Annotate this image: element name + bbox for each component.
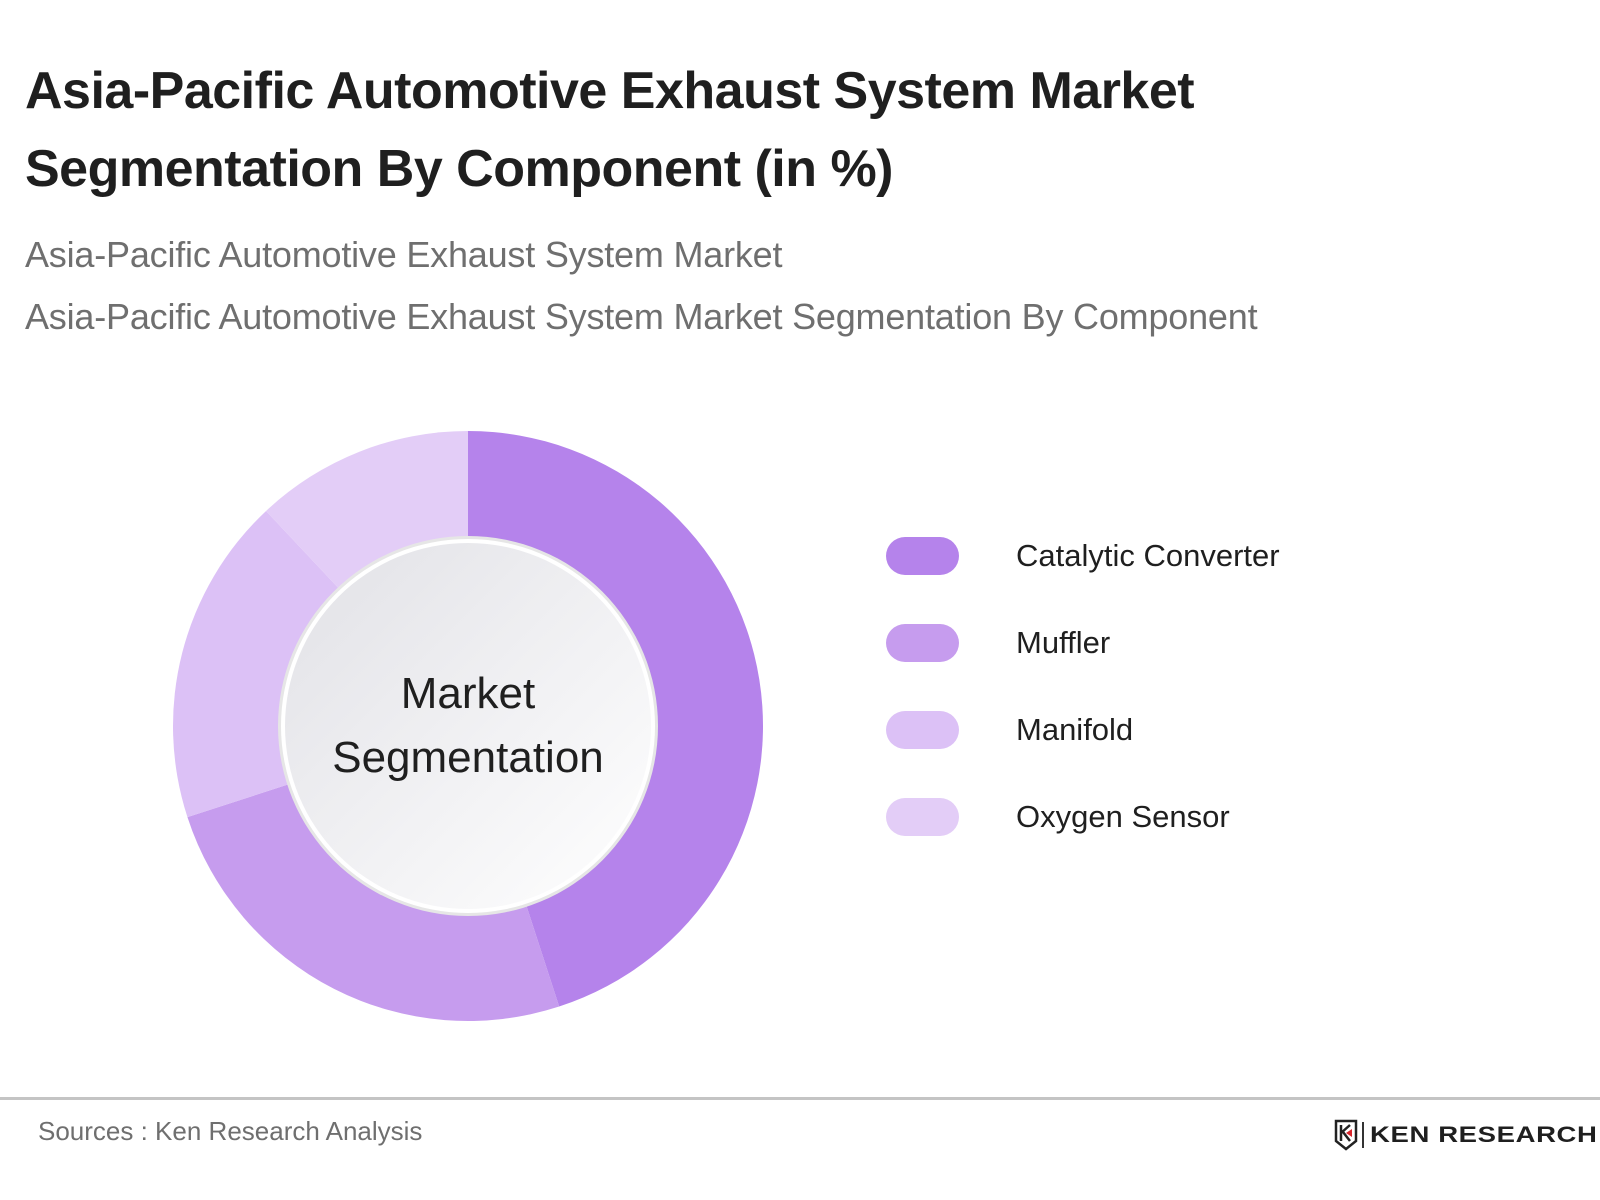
- logo-divider: [1362, 1122, 1364, 1148]
- ken-research-k-shield-icon: [1334, 1119, 1358, 1151]
- legend-item-manifold[interactable]: Manifold: [886, 711, 1486, 751]
- center-label-line2: Segmentation: [332, 733, 604, 782]
- chart-subtitle-segmentation: Asia-Pacific Automotive Exhaust System M…: [25, 296, 1258, 337]
- legend-label: Oxygen Sensor: [1016, 799, 1230, 834]
- center-label-line1: Market: [400, 669, 536, 718]
- legend-item-oxygen-sensor[interactable]: Oxygen Sensor: [886, 798, 1486, 838]
- legend-label: Muffler: [1016, 625, 1111, 660]
- legend-swatch: [886, 798, 959, 836]
- chart-subtitle-market: Asia-Pacific Automotive Exhaust System M…: [25, 234, 783, 275]
- legend-swatch: [886, 711, 959, 749]
- legend-label: Catalytic Converter: [1016, 538, 1280, 573]
- donut-center-label: Market Segmentation: [318, 662, 618, 790]
- logo-text: KEN RESEARCH: [1370, 1122, 1598, 1147]
- chart-title: Asia-Pacific Automotive Exhaust System M…: [25, 62, 1195, 198]
- inner-circle: [285, 543, 651, 909]
- legend-swatch: [886, 537, 959, 575]
- legend-swatch: [886, 624, 959, 662]
- donut-chart: [172, 431, 763, 1021]
- legend-item-catalytic-converter[interactable]: Catalytic Converter: [886, 537, 1486, 577]
- ken-research-logo: KEN RESEARCH: [1334, 1119, 1597, 1151]
- source-note: Sources : Ken Research Analysis: [38, 1116, 423, 1146]
- legend-label: Manifold: [1016, 712, 1134, 747]
- footer-divider: [0, 1097, 1600, 1100]
- legend-item-muffler[interactable]: Muffler: [886, 624, 1486, 664]
